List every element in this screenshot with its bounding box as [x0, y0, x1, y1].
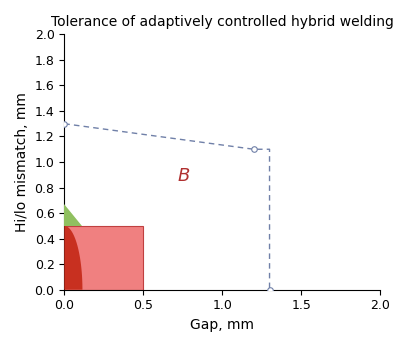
Text: B: B — [178, 167, 190, 185]
Polygon shape — [64, 204, 83, 226]
Polygon shape — [64, 226, 83, 290]
Bar — [64, 226, 143, 290]
Title: Tolerance of adaptively controlled hybrid welding: Tolerance of adaptively controlled hybri… — [51, 15, 394, 29]
X-axis label: Gap, mm: Gap, mm — [190, 318, 254, 332]
Y-axis label: Hi/lo mismatch, mm: Hi/lo mismatch, mm — [15, 92, 29, 232]
